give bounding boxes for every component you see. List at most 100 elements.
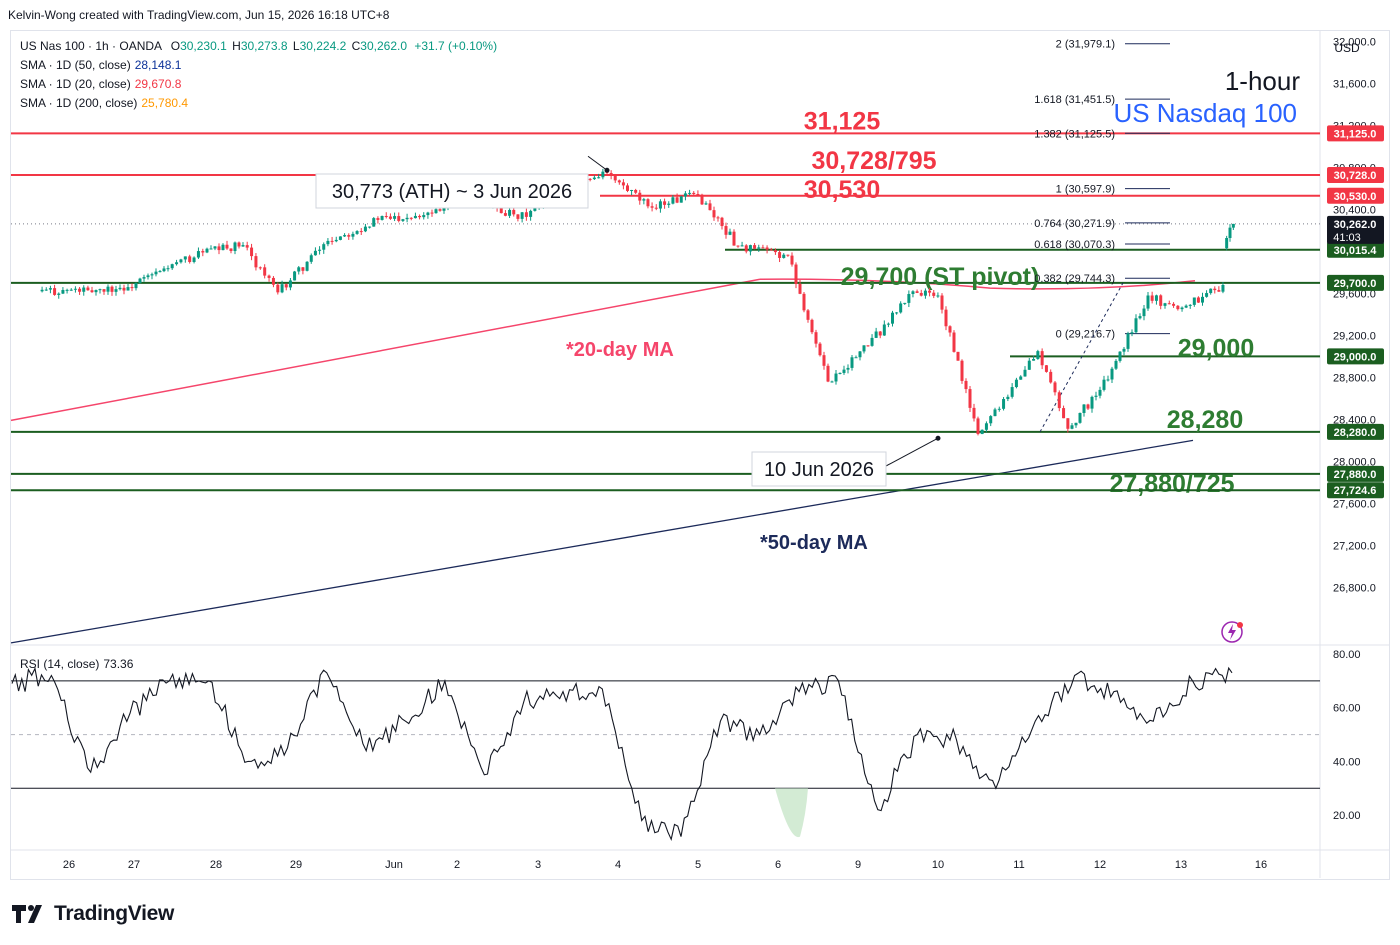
candle-body — [928, 290, 932, 293]
candle-body — [61, 290, 65, 294]
candle-body — [280, 284, 284, 293]
fib-label: 1 (30,597.9) — [1056, 184, 1115, 196]
candle-body — [720, 217, 724, 227]
price-tag-text-s29700: 29,700.0 — [1334, 278, 1377, 290]
candle-body — [732, 231, 736, 246]
candle-body — [82, 287, 86, 292]
candle-body — [850, 357, 854, 368]
candle-body — [753, 245, 757, 249]
level-label-s29700: 29,700 (ST pivot) — [841, 263, 1040, 291]
candle-body — [512, 209, 516, 215]
candle-body — [397, 216, 401, 221]
candle-body — [1231, 223, 1235, 228]
alert-lightning-icon[interactable] — [1221, 621, 1243, 643]
candle-body — [529, 210, 533, 217]
candle-body — [765, 247, 769, 250]
candle-body — [48, 288, 52, 290]
candle-body — [621, 182, 625, 186]
candle-body — [1098, 389, 1102, 396]
time-tick-label: 13 — [1175, 859, 1187, 871]
candle-body — [891, 312, 894, 324]
candle-body — [907, 294, 911, 303]
candle-body — [1146, 295, 1150, 309]
candle-body — [57, 293, 61, 295]
candle-body — [1126, 333, 1130, 349]
candle-body — [175, 262, 179, 265]
candle-body — [1217, 290, 1221, 292]
candle-body — [964, 380, 968, 390]
candle-body — [1188, 304, 1192, 306]
candle-body — [1118, 351, 1122, 361]
candle-body — [217, 246, 221, 251]
candle-body — [882, 324, 886, 336]
price-tag-text-r30530: 30,530.0 — [1334, 191, 1377, 203]
price-tag-text-s28280: 28,280.0 — [1334, 427, 1377, 439]
candle-body — [688, 192, 692, 194]
candle-body — [903, 302, 907, 304]
candle-body — [1040, 351, 1044, 366]
candle-body — [413, 215, 417, 219]
sma200-value: 25,780.4 — [141, 96, 189, 110]
candle-body — [613, 175, 617, 181]
candle-body — [233, 242, 237, 252]
candle-body — [1110, 368, 1114, 380]
candle-body — [1032, 358, 1036, 361]
candle-body — [1134, 318, 1138, 333]
time-tick-label: 26 — [63, 859, 75, 871]
candle-body — [359, 231, 363, 233]
fib-trend-line — [1039, 282, 1124, 433]
candle-body — [372, 218, 376, 227]
fib-label: 0.382 (29,744.3) — [1034, 273, 1115, 285]
price-tick-label: 29,200.0 — [1333, 330, 1376, 342]
time-tick-label: Jun — [385, 859, 403, 871]
candle-body — [790, 255, 794, 265]
low-pointer — [885, 437, 939, 467]
ma20-line-tail — [759, 278, 1196, 290]
last-price-value: 30,262.0 — [1334, 219, 1377, 231]
chart-frame[interactable] — [10, 30, 1390, 880]
currency-label[interactable]: USD — [1334, 41, 1360, 55]
candle-body — [658, 201, 662, 209]
candle-body — [692, 192, 696, 195]
candle-body — [1159, 295, 1163, 306]
candle-body — [326, 240, 330, 245]
candle-body — [1142, 308, 1146, 317]
time-tick-label: 16 — [1255, 859, 1267, 871]
candle-body — [106, 286, 110, 292]
rsi-legend: RSI (14, close) 73.36 — [20, 657, 133, 671]
candle-body — [426, 212, 430, 216]
time-tick-label: 11 — [1013, 859, 1024, 871]
candle-body — [854, 357, 858, 359]
sma20-label: SMA · 1D (20, close) — [20, 77, 131, 91]
candle-body — [533, 206, 537, 211]
time-tick-label: 28 — [210, 859, 222, 871]
candle-body — [748, 245, 752, 252]
candle-body — [806, 310, 810, 320]
candle-body — [221, 244, 225, 251]
candle-body — [679, 196, 683, 203]
price-tag-s30015 — [1327, 241, 1384, 258]
candle-body — [968, 389, 972, 408]
candle-body — [86, 287, 90, 291]
candle-body — [1023, 369, 1027, 377]
candle-body — [1196, 297, 1200, 303]
candle-body — [757, 247, 761, 249]
candle-body — [1044, 365, 1048, 372]
tradingview-logo[interactable]: TradingView — [12, 902, 174, 926]
candle-body — [254, 256, 258, 268]
rsi-tick-label: 60.00 — [1333, 703, 1361, 715]
candle-body — [102, 289, 106, 292]
candle-body — [1150, 295, 1154, 301]
candle-body — [984, 423, 988, 430]
candle-body — [878, 331, 882, 336]
candle-body — [1019, 376, 1023, 380]
candle-body — [617, 180, 621, 183]
ohlc-high-label: H — [232, 39, 241, 53]
ma50-line — [10, 439, 1194, 644]
candle-body — [818, 343, 822, 356]
candle-body — [736, 245, 740, 247]
time-tick-label: 10 — [932, 859, 944, 871]
level-label-r30530: 30,530 — [804, 176, 880, 204]
candle-body — [293, 271, 297, 281]
